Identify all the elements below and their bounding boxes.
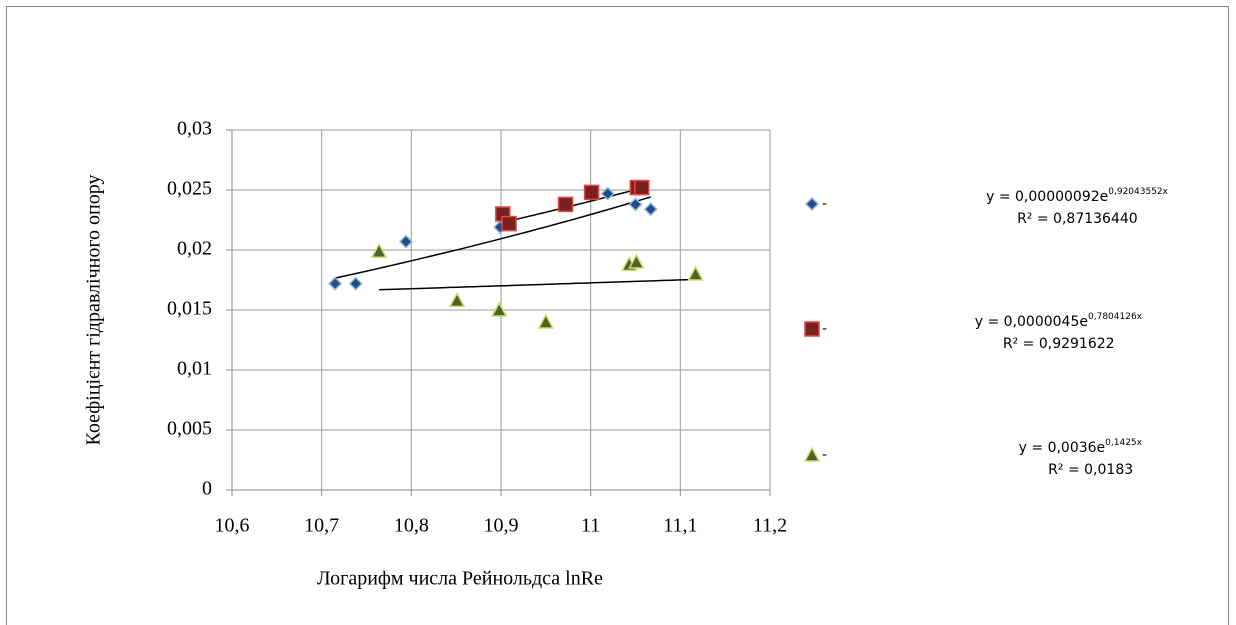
- legend-marker: [804, 321, 820, 337]
- trendline: [379, 278, 696, 291]
- point: [600, 186, 615, 201]
- trendline-r2: R² = 0,0183: [1048, 462, 1133, 478]
- point: [328, 276, 343, 291]
- equation-text: y = 0,0036e: [1019, 440, 1106, 456]
- y-tick-label: 0,015: [167, 298, 212, 320]
- trendline-equation: y = 0,00000092e0,92043552x: [986, 187, 1169, 206]
- point: [537, 313, 555, 329]
- point: [490, 301, 508, 317]
- y-tick-label: 0,025: [167, 178, 212, 200]
- point: [628, 197, 643, 212]
- point: [628, 253, 645, 269]
- equation-exponent: 0,7804126x: [1088, 312, 1143, 322]
- x-tick-label: 10,8: [394, 515, 429, 537]
- x-axis-label: Логарифм числа Рейнольдса lnRe: [317, 568, 603, 590]
- point: [501, 215, 517, 232]
- x-tick-label: 11,2: [753, 515, 787, 537]
- point: [370, 242, 388, 258]
- x-tick-label: 11,1: [663, 515, 697, 537]
- point: [643, 202, 658, 217]
- y-tick-label: 0,03: [177, 118, 212, 140]
- legend-label: -: [822, 447, 827, 463]
- y-tick-label: 0: [202, 478, 212, 500]
- x-tick-label: 10,7: [304, 515, 339, 537]
- y-tick-label: 0,02: [177, 238, 212, 260]
- trendline-equation: y = 0,0036e0,1425x: [1019, 438, 1143, 457]
- point: [583, 184, 600, 201]
- chart-frame: [6, 6, 1229, 625]
- equation-text: y = 0,0000045e: [975, 314, 1088, 330]
- equation-exponent: 0,92043552x: [1108, 187, 1168, 197]
- trendline-r2: R² = 0,9291622: [1003, 336, 1115, 352]
- y-tick-label: 0,005: [167, 418, 212, 440]
- legend-label: -: [822, 196, 827, 212]
- x-tick-label: 11: [581, 515, 600, 537]
- legend-marker: [804, 196, 820, 212]
- y-tick-label: 0,01: [177, 358, 212, 380]
- legend-label: -: [822, 321, 827, 337]
- equation-text: y = 0,00000092e: [986, 189, 1108, 205]
- x-tick-label: 10,9: [484, 515, 519, 537]
- y-axis-label: Коефіцієнт гідравлічного опору: [83, 175, 105, 446]
- point: [448, 291, 466, 308]
- trendline-r2: R² = 0,87136440: [1017, 211, 1138, 227]
- legend-marker: [803, 446, 821, 462]
- point: [687, 265, 704, 281]
- trendline: [334, 196, 651, 279]
- point: [634, 179, 650, 196]
- x-tick-label: 10,6: [215, 515, 250, 537]
- point: [398, 234, 414, 249]
- trendline-equation: y = 0,0000045e0,7804126x: [975, 312, 1143, 331]
- point: [557, 196, 574, 213]
- point: [348, 276, 363, 291]
- equation-exponent: 0,1425x: [1105, 438, 1142, 448]
